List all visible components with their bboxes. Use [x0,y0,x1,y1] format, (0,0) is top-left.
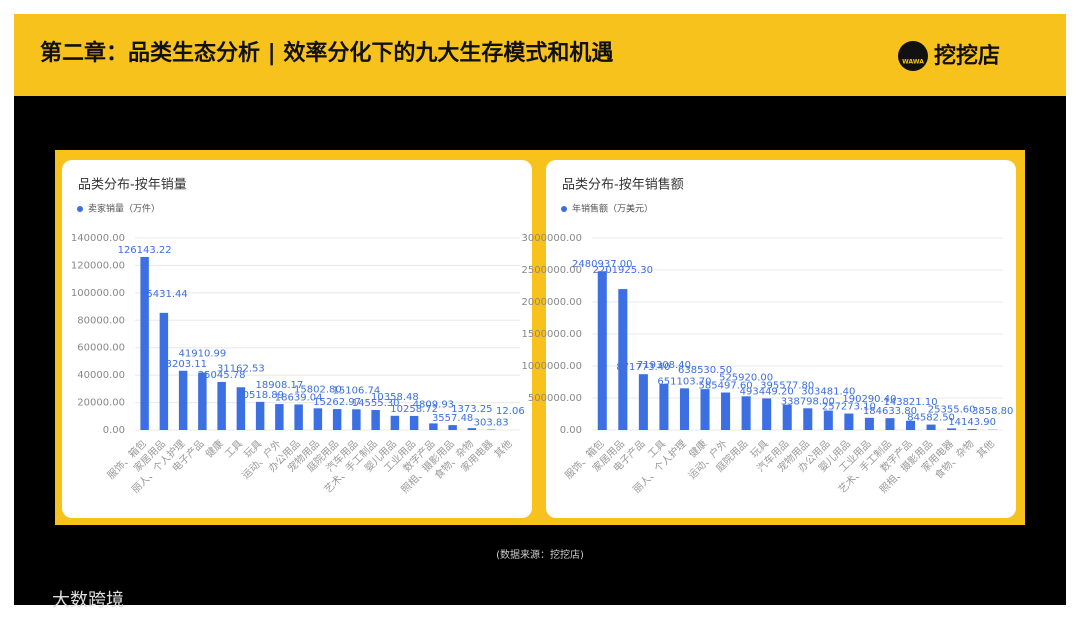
bar [618,289,627,430]
y-tick-label: 2000000.00 [522,297,582,308]
value-label: 1373.25 [451,404,492,415]
value-label: 4809.93 [413,399,454,410]
y-tick-label: 40000.00 [77,370,125,381]
y-tick-label: 100000.00 [71,288,125,299]
legend-label: 年销售额（万美元） [572,203,653,215]
bar [824,411,833,430]
value-label: 2201925.30 [593,265,653,276]
value-label: 3858.80 [972,406,1013,417]
bar [333,409,341,430]
y-tick-label: 120000.00 [71,260,125,271]
header-title: 第二章：品类生态分析 | 效率分化下的九大生存模式和机遇 [40,40,613,66]
bar [701,389,710,430]
bar [429,423,437,430]
y-tick-label: 60000.00 [77,343,125,354]
logo-icon [898,41,928,71]
value-label: 43203.11 [159,359,207,370]
y-tick-label: 140000.00 [71,233,125,244]
value-label: 126143.22 [118,245,172,256]
bar [659,384,668,430]
bar [217,382,225,430]
value-label: 303.83 [474,418,509,429]
legend-label: 卖家销量（万件） [88,203,160,215]
bar [275,404,283,430]
bar [198,373,206,430]
value-label: 85431.44 [140,289,188,300]
bar [639,374,648,430]
legend-swatch [561,206,567,212]
legend-swatch [77,206,83,212]
bar [968,429,977,430]
bar [448,425,456,430]
logo-text: 挖挖店 [934,43,1000,69]
watermark: 大数跨境 [52,590,124,611]
bar [371,410,379,430]
value-label: 25355.60 [928,404,976,415]
bar [680,388,689,430]
bar [179,371,187,430]
bar [885,418,894,430]
bar [721,393,730,430]
value-label: 14143.90 [948,417,996,428]
bar [391,416,399,430]
bar [410,416,418,430]
value-label: 12.06 [496,406,525,417]
value-label: 31162.53 [217,363,265,374]
logo-icon-text: WAWA [902,59,924,66]
bar [742,396,751,430]
bar [947,428,956,430]
chart-title: 品类分布-按年销售额 [562,177,684,193]
bar [927,425,936,430]
bar [352,409,360,430]
bar [314,408,322,430]
y-tick-label: 3000000.00 [522,233,582,244]
y-tick-label: 1500000.00 [522,329,582,340]
bar [844,414,853,430]
bar [160,313,168,430]
bar [598,271,607,430]
y-tick-label: 500000.00 [528,393,582,404]
y-tick-label: 1000000.00 [522,361,582,372]
y-tick-label: 20000.00 [77,398,125,409]
y-tick-label: 0.00 [103,425,125,436]
bar [803,408,812,430]
value-label: 41910.99 [179,349,227,360]
bar [256,402,264,430]
value-label: 10358.48 [371,392,419,403]
source-note: (数据来源：挖挖店) [496,548,584,561]
y-tick-label: 80000.00 [77,315,125,326]
chart-title: 品类分布-按年销量 [78,178,187,193]
bar [783,405,792,430]
bar [762,398,771,430]
bar [294,404,302,430]
bar [140,257,148,430]
y-tick-label: 0.00 [560,425,582,436]
bar [865,418,874,430]
